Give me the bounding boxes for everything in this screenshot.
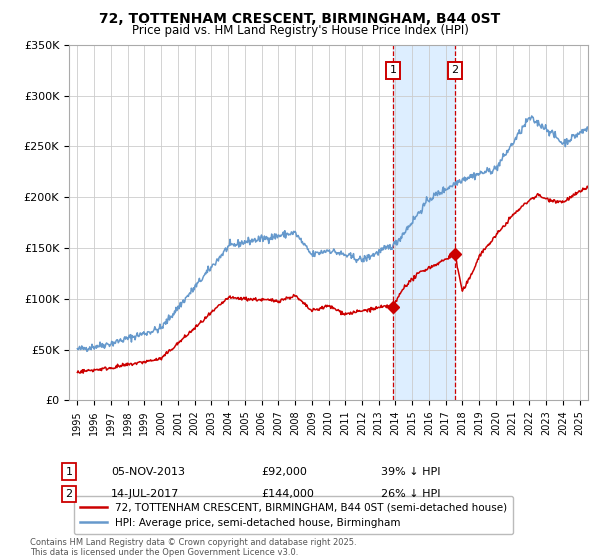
Legend: 72, TOTTENHAM CRESCENT, BIRMINGHAM, B44 0ST (semi-detached house), HPI: Average : 72, TOTTENHAM CRESCENT, BIRMINGHAM, B44 … bbox=[74, 496, 513, 534]
Text: £144,000: £144,000 bbox=[261, 489, 314, 499]
Text: 05-NOV-2013: 05-NOV-2013 bbox=[111, 466, 185, 477]
Bar bbox=[393, 45, 455, 400]
Text: 72, TOTTENHAM CRESCENT, BIRMINGHAM, B44 0ST: 72, TOTTENHAM CRESCENT, BIRMINGHAM, B44 … bbox=[100, 12, 500, 26]
Text: 1: 1 bbox=[389, 65, 397, 75]
Text: 2: 2 bbox=[65, 489, 73, 499]
Text: 1: 1 bbox=[65, 466, 73, 477]
Text: Price paid vs. HM Land Registry's House Price Index (HPI): Price paid vs. HM Land Registry's House … bbox=[131, 24, 469, 36]
Text: £92,000: £92,000 bbox=[261, 466, 307, 477]
Text: 26% ↓ HPI: 26% ↓ HPI bbox=[381, 489, 440, 499]
Text: 2: 2 bbox=[451, 65, 458, 75]
Text: Contains HM Land Registry data © Crown copyright and database right 2025.
This d: Contains HM Land Registry data © Crown c… bbox=[30, 538, 356, 557]
Text: 39% ↓ HPI: 39% ↓ HPI bbox=[381, 466, 440, 477]
Text: 14-JUL-2017: 14-JUL-2017 bbox=[111, 489, 179, 499]
